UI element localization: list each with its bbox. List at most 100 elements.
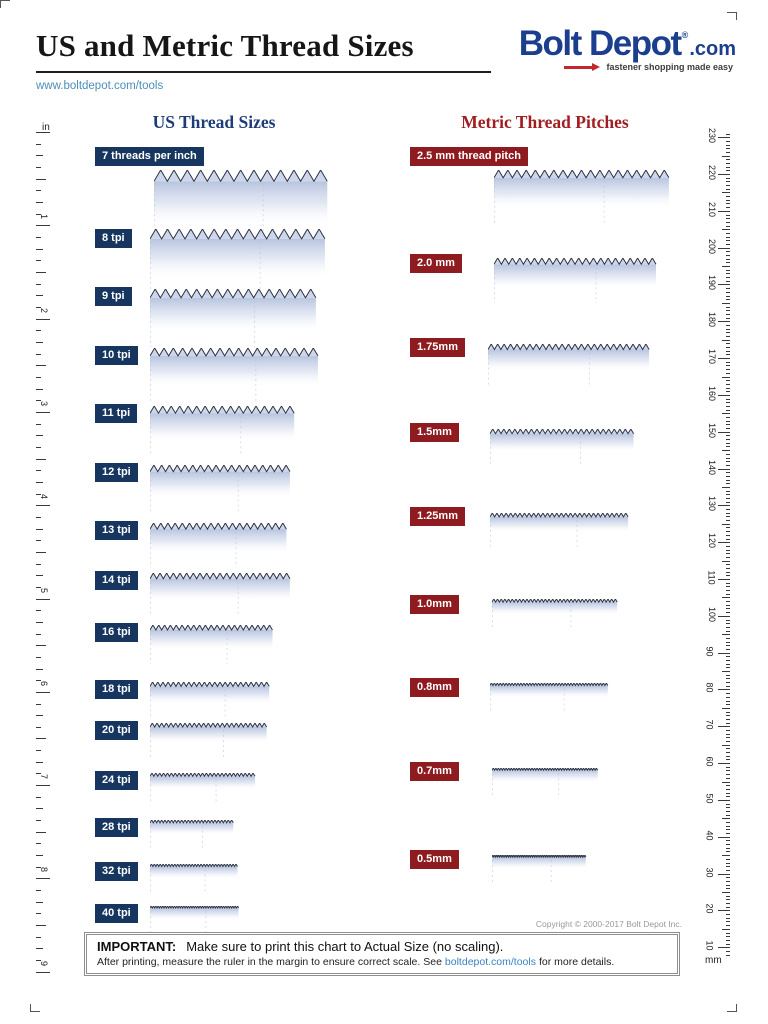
mm-tick bbox=[726, 590, 730, 591]
metric-thread-label: 0.7mm bbox=[410, 762, 459, 781]
mm-tick bbox=[718, 468, 730, 470]
metric-thread-pattern bbox=[489, 512, 630, 549]
mm-tick bbox=[726, 361, 730, 363]
mm-tick bbox=[726, 166, 730, 168]
mm-tick bbox=[726, 140, 730, 142]
mm-tick bbox=[726, 328, 730, 330]
mm-number: 30 bbox=[704, 866, 715, 878]
important-text-3: for more details. bbox=[538, 956, 615, 968]
mm-tick bbox=[726, 682, 730, 684]
mm-tick bbox=[726, 943, 730, 945]
inch-tick bbox=[36, 481, 43, 483]
logo-tld: .com bbox=[689, 38, 736, 60]
thread-profile-svg bbox=[491, 767, 599, 797]
inch-tick bbox=[36, 132, 50, 133]
inch-number: 1 bbox=[39, 214, 50, 220]
inch-tick bbox=[36, 423, 41, 425]
inch-tick bbox=[36, 551, 46, 553]
mm-tick bbox=[726, 243, 730, 245]
mm-tick bbox=[726, 895, 730, 897]
inch-tick bbox=[36, 621, 43, 623]
thread-profile-svg bbox=[149, 681, 270, 719]
mm-tick bbox=[726, 512, 730, 514]
us-thread-label: 8 tpi bbox=[95, 229, 132, 248]
mm-tick bbox=[726, 733, 730, 735]
mm-tick bbox=[726, 715, 730, 717]
inch-tick bbox=[36, 948, 43, 950]
thread-profile-svg bbox=[149, 863, 238, 893]
mm-tick bbox=[726, 741, 730, 742]
mm-tick bbox=[726, 884, 730, 886]
mm-tick bbox=[726, 196, 730, 198]
inch-tick bbox=[36, 318, 50, 320]
mm-tick bbox=[726, 343, 730, 345]
mm-number: 60 bbox=[704, 756, 715, 767]
mm-number: 10 bbox=[704, 940, 715, 951]
important-link[interactable]: boltdepot.com/tools bbox=[444, 956, 536, 968]
crop-mark bbox=[30, 1004, 40, 1012]
tools-url-link[interactable]: www.boltdepot.com/tools bbox=[36, 80, 164, 92]
us-thread-label: 20 tpi bbox=[95, 721, 138, 740]
inch-tick bbox=[36, 843, 41, 845]
mm-tick bbox=[722, 634, 730, 636]
inch-tick bbox=[36, 971, 50, 973]
inch-tick bbox=[36, 143, 41, 145]
mm-tick bbox=[726, 696, 730, 698]
mm-tick bbox=[726, 766, 730, 768]
mm-tick bbox=[722, 855, 730, 857]
us-thread-pattern bbox=[149, 863, 239, 895]
mm-tick bbox=[718, 174, 730, 175]
inch-number: 8 bbox=[39, 867, 50, 873]
mm-tick bbox=[726, 770, 730, 772]
inch-tick bbox=[36, 330, 41, 332]
thread-profile-svg bbox=[491, 853, 587, 883]
mm-tick bbox=[726, 807, 730, 809]
mm-tick bbox=[726, 383, 730, 385]
mm-tick bbox=[718, 763, 730, 765]
mm-tick bbox=[726, 509, 730, 510]
mm-tick bbox=[726, 667, 730, 669]
mm-tick bbox=[726, 214, 730, 216]
inch-tick bbox=[36, 773, 41, 775]
mm-tick bbox=[726, 858, 730, 860]
us-thread-label: 9 tpi bbox=[95, 287, 132, 306]
mm-tick bbox=[726, 151, 730, 153]
mm-tick bbox=[726, 840, 730, 842]
inch-tick bbox=[36, 785, 50, 787]
mm-tick bbox=[726, 177, 730, 179]
mm-tick bbox=[726, 269, 730, 271]
mm-number: 100 bbox=[707, 606, 718, 622]
mm-tick bbox=[726, 601, 730, 603]
inch-tick bbox=[36, 890, 41, 892]
mm-tick bbox=[726, 936, 730, 938]
mm-tick bbox=[726, 251, 730, 253]
mm-tick bbox=[718, 910, 730, 912]
inch-tick bbox=[36, 586, 41, 588]
mm-tick bbox=[726, 582, 730, 584]
mm-number: 180 bbox=[707, 312, 718, 328]
us-thread-label: 13 tpi bbox=[95, 521, 138, 540]
mm-tick bbox=[726, 950, 730, 952]
thread-profile-svg bbox=[489, 682, 609, 712]
mm-tick bbox=[726, 899, 730, 901]
mm-tick bbox=[726, 490, 730, 492]
mm-tick bbox=[726, 332, 730, 334]
mm-tick bbox=[718, 947, 730, 949]
mm-tick bbox=[718, 284, 730, 286]
us-thread-pattern bbox=[149, 819, 235, 851]
mm-tick bbox=[726, 604, 730, 606]
mm-tick bbox=[726, 472, 730, 474]
mm-tick bbox=[726, 218, 730, 220]
logo-tagline: fastener shopping made easy bbox=[606, 62, 733, 72]
mm-tick bbox=[726, 663, 730, 665]
mm-tick bbox=[718, 210, 730, 212]
mm-tick bbox=[718, 579, 730, 580]
inch-tick bbox=[36, 155, 43, 157]
mm-tick bbox=[726, 483, 730, 485]
mm-tick bbox=[726, 144, 730, 146]
mm-tick bbox=[722, 597, 730, 599]
mm-tick bbox=[718, 358, 730, 360]
mm-tick bbox=[726, 704, 730, 706]
mm-tick bbox=[726, 822, 730, 823]
thread-profile-svg bbox=[149, 819, 234, 849]
